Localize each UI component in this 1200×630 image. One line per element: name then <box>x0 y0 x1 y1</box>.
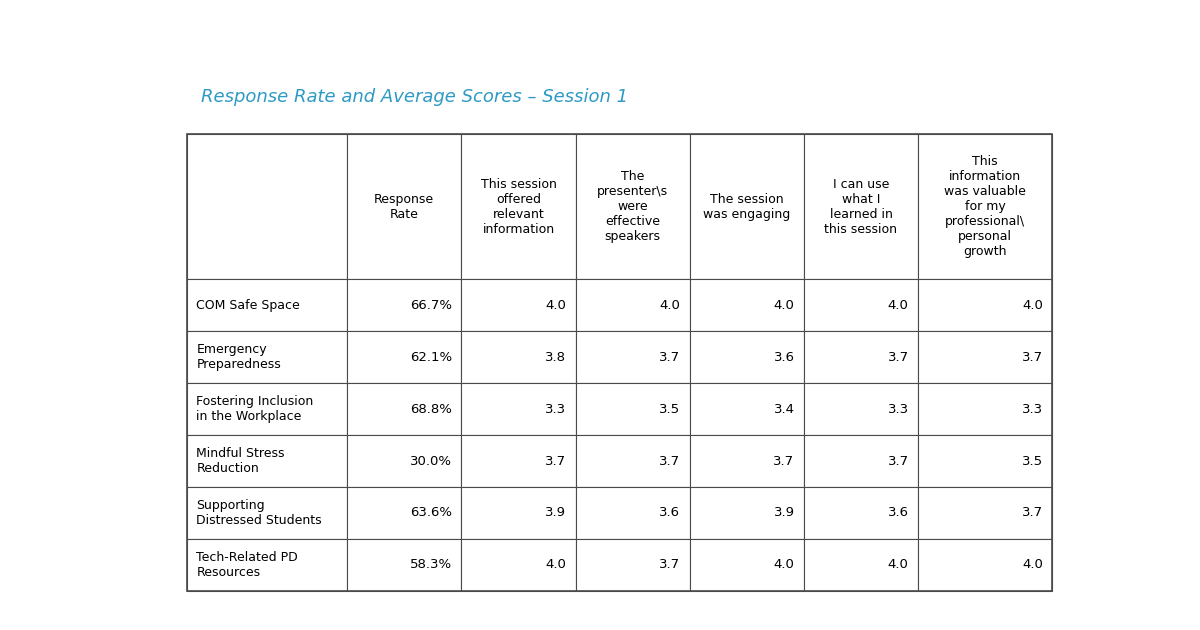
Bar <box>576 279 690 331</box>
Bar <box>187 487 347 539</box>
Bar <box>187 435 347 487</box>
Text: Response
Rate: Response Rate <box>374 193 434 220</box>
Text: 68.8%: 68.8% <box>410 403 452 416</box>
Text: 3.7: 3.7 <box>888 351 908 364</box>
Text: 3.7: 3.7 <box>1021 351 1043 364</box>
Text: 3.9: 3.9 <box>545 507 566 519</box>
Bar <box>690 487 804 539</box>
Bar <box>690 279 804 331</box>
Bar <box>461 383 576 435</box>
Bar <box>690 331 804 383</box>
Bar <box>576 134 690 279</box>
Text: 62.1%: 62.1% <box>410 351 452 364</box>
Bar <box>576 435 690 487</box>
Bar <box>347 331 461 383</box>
Bar <box>187 279 347 331</box>
Text: Mindful Stress
Reduction: Mindful Stress Reduction <box>197 447 286 475</box>
Bar <box>918 435 1052 487</box>
Bar <box>461 331 576 383</box>
Bar <box>576 487 690 539</box>
Text: 4.0: 4.0 <box>888 299 908 312</box>
Bar <box>804 383 918 435</box>
Bar <box>918 331 1052 383</box>
Text: Emergency
Preparedness: Emergency Preparedness <box>197 343 281 371</box>
Bar <box>918 487 1052 539</box>
Text: 3.7: 3.7 <box>774 454 794 467</box>
Text: 3.7: 3.7 <box>659 558 680 571</box>
Bar <box>347 134 461 279</box>
Bar <box>576 331 690 383</box>
Bar <box>576 383 690 435</box>
Text: This session
offered
relevant
information: This session offered relevant informatio… <box>480 178 557 236</box>
Bar <box>347 539 461 591</box>
Text: 4.0: 4.0 <box>1022 558 1043 571</box>
Text: 3.5: 3.5 <box>659 403 680 416</box>
Text: Response Rate and Average Scores – Session 1: Response Rate and Average Scores – Sessi… <box>202 88 629 106</box>
Text: 3.3: 3.3 <box>1021 403 1043 416</box>
Bar <box>461 539 576 591</box>
Bar <box>804 134 918 279</box>
Text: 3.7: 3.7 <box>545 454 566 467</box>
Text: Supporting
Distressed Students: Supporting Distressed Students <box>197 499 322 527</box>
Text: 4.0: 4.0 <box>888 558 908 571</box>
Text: 3.9: 3.9 <box>774 507 794 519</box>
Text: Fostering Inclusion
in the Workplace: Fostering Inclusion in the Workplace <box>197 395 313 423</box>
Bar <box>347 383 461 435</box>
Text: 4.0: 4.0 <box>774 558 794 571</box>
Bar <box>918 383 1052 435</box>
Text: 3.7: 3.7 <box>888 454 908 467</box>
Bar <box>461 134 576 279</box>
Bar <box>690 539 804 591</box>
Text: 4.0: 4.0 <box>545 299 566 312</box>
Bar <box>187 331 347 383</box>
Text: I can use
what I
learned in
this session: I can use what I learned in this session <box>824 178 898 236</box>
Bar <box>347 279 461 331</box>
Bar <box>918 134 1052 279</box>
Bar <box>461 435 576 487</box>
Text: This
information
was valuable
for my
professional\
personal
growth: This information was valuable for my pro… <box>944 155 1026 258</box>
Text: 3.7: 3.7 <box>1021 507 1043 519</box>
Bar <box>187 539 347 591</box>
Bar <box>576 539 690 591</box>
Text: 3.7: 3.7 <box>659 454 680 467</box>
Bar <box>690 134 804 279</box>
Bar <box>804 539 918 591</box>
Bar <box>690 383 804 435</box>
Text: 3.3: 3.3 <box>545 403 566 416</box>
Text: 3.6: 3.6 <box>660 507 680 519</box>
Text: 3.6: 3.6 <box>774 351 794 364</box>
Text: 3.6: 3.6 <box>888 507 908 519</box>
Bar <box>187 383 347 435</box>
Text: 30.0%: 30.0% <box>410 454 452 467</box>
Bar <box>918 279 1052 331</box>
Bar <box>347 487 461 539</box>
Bar <box>918 539 1052 591</box>
Text: COM Safe Space: COM Safe Space <box>197 299 300 312</box>
Bar <box>187 134 347 279</box>
Text: 3.4: 3.4 <box>774 403 794 416</box>
Text: 63.6%: 63.6% <box>410 507 452 519</box>
Bar <box>461 487 576 539</box>
Text: 4.0: 4.0 <box>1022 299 1043 312</box>
Text: 4.0: 4.0 <box>545 558 566 571</box>
Text: 3.3: 3.3 <box>888 403 908 416</box>
Bar <box>804 331 918 383</box>
Text: 4.0: 4.0 <box>660 299 680 312</box>
Bar <box>690 435 804 487</box>
Text: 3.8: 3.8 <box>545 351 566 364</box>
Bar <box>461 279 576 331</box>
Text: 3.7: 3.7 <box>659 351 680 364</box>
Text: 58.3%: 58.3% <box>410 558 452 571</box>
Bar <box>347 435 461 487</box>
Text: 4.0: 4.0 <box>774 299 794 312</box>
Text: The
presenter\s
were
effective
speakers: The presenter\s were effective speakers <box>598 170 668 243</box>
Text: 66.7%: 66.7% <box>410 299 452 312</box>
Bar <box>804 279 918 331</box>
Bar <box>804 435 918 487</box>
Text: The session
was engaging: The session was engaging <box>703 193 791 220</box>
Text: 3.5: 3.5 <box>1021 454 1043 467</box>
Text: Tech-Related PD
Resources: Tech-Related PD Resources <box>197 551 299 579</box>
Bar <box>804 487 918 539</box>
